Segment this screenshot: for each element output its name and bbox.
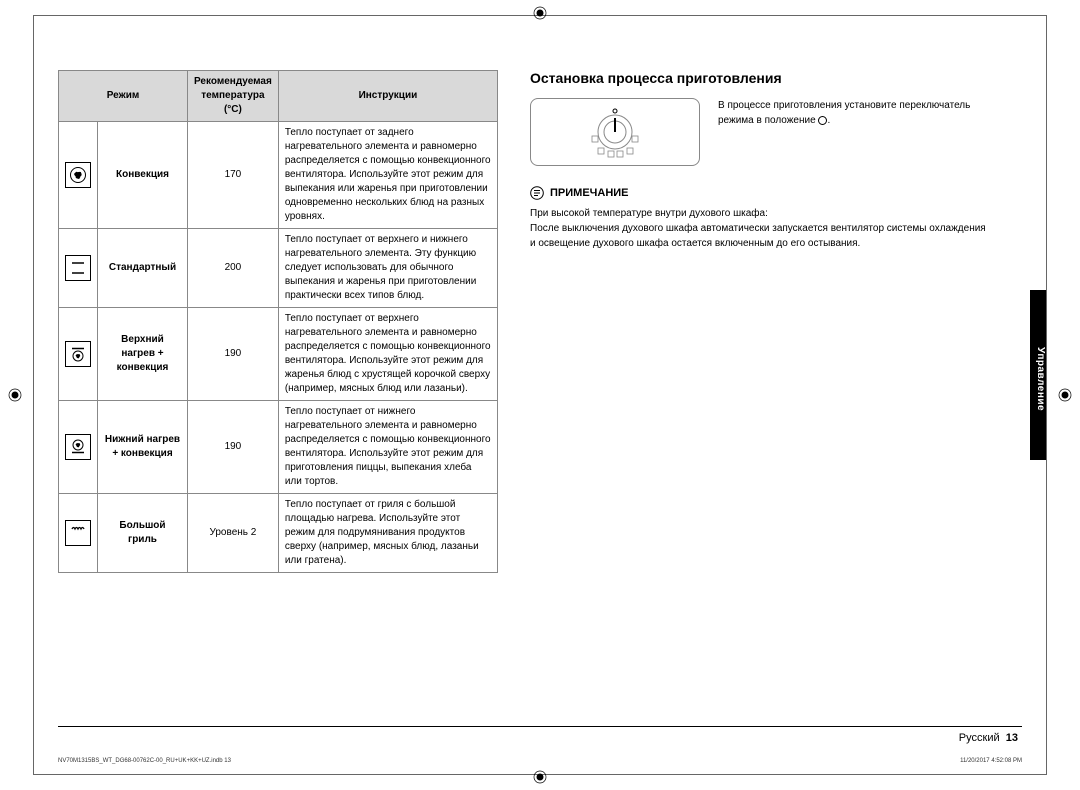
registration-mark-icon	[533, 6, 547, 20]
registration-mark-icon	[1058, 388, 1072, 402]
mode-icon-cell	[59, 494, 98, 573]
stop-text-b: .	[827, 115, 830, 126]
mode-instr: Тепло поступает от нижнего нагревательно…	[278, 401, 497, 494]
convection-icon	[65, 162, 91, 188]
mode-name: Верхний нагрев + конвекция	[98, 308, 188, 401]
table-row: Верхний нагрев + конвекция 190 Тепло пос…	[59, 308, 498, 401]
top-convection-icon	[65, 341, 91, 367]
table-row: Большой гриль Уровень 2 Тепло поступает …	[59, 494, 498, 573]
registration-mark-icon	[533, 770, 547, 784]
mode-temp: 200	[188, 229, 279, 308]
stop-text: В процессе приготовления установите пере…	[718, 98, 992, 128]
mode-name: Стандартный	[98, 229, 188, 308]
footer-page: 13	[1006, 732, 1018, 744]
left-column: Режим Рекомендуемая температура (°C) Инс…	[58, 70, 498, 760]
right-column: Остановка процесса приготовления В пр	[530, 70, 1022, 760]
mode-temp: 170	[188, 122, 279, 229]
footer-lang: Русский	[959, 732, 1000, 744]
modes-table: Режим Рекомендуемая температура (°C) Инс…	[58, 70, 498, 573]
large-grill-icon	[65, 520, 91, 546]
conventional-icon	[65, 255, 91, 281]
note-label: ПРИМЕЧАНИЕ	[550, 187, 629, 199]
mode-name: Нижний нагрев + конвекция	[98, 401, 188, 494]
content-columns: Режим Рекомендуемая температура (°C) Инс…	[58, 70, 1022, 760]
mode-instr: Тепло поступает от верхнего и нижнего на…	[278, 229, 497, 308]
th-temp: Рекомендуемая температура (°C)	[188, 71, 279, 122]
note-body: При высокой температуре внутри духового …	[530, 206, 992, 251]
table-row: Конвекция 170 Тепло поступает от заднего…	[59, 122, 498, 229]
mode-icon-cell	[59, 308, 98, 401]
note-line: После выключения духового шкафа автомати…	[530, 221, 992, 251]
section-title: Остановка процесса приготовления	[530, 70, 992, 86]
note-icon	[530, 186, 544, 200]
mode-temp: 190	[188, 401, 279, 494]
th-mode: Режим	[59, 71, 188, 122]
mode-name: Конвекция	[98, 122, 188, 229]
mode-instr: Тепло поступает от верхнего нагревательн…	[278, 308, 497, 401]
th-instr: Инструкции	[278, 71, 497, 122]
stop-text-a: В процессе приготовления установите пере…	[718, 100, 970, 126]
mode-temp: 190	[188, 308, 279, 401]
footer-rule	[58, 726, 1022, 727]
mode-name: Большой гриль	[98, 494, 188, 573]
dial-icon	[587, 104, 643, 160]
mode-icon-cell	[59, 122, 98, 229]
stop-row: В процессе приготовления установите пере…	[530, 98, 992, 166]
mode-icon-cell	[59, 229, 98, 308]
note-line: При высокой температуре внутри духового …	[530, 206, 992, 221]
print-footer-left: NV70M1315BS_WT_DG68-00762C-00_RU+UK+KK+U…	[58, 758, 231, 764]
registration-mark-icon	[8, 388, 22, 402]
mode-temp: Уровень 2	[188, 494, 279, 573]
note-heading: ПРИМЕЧАНИЕ	[530, 186, 992, 200]
mode-instr: Тепло поступает от заднего нагревательно…	[278, 122, 497, 229]
mode-icon-cell	[59, 401, 98, 494]
table-row: Стандартный 200 Тепло поступает от верхн…	[59, 229, 498, 308]
print-footer-right: 11/20/2017 4:52:08 PM	[960, 758, 1022, 764]
table-row: Нижний нагрев + конвекция 190 Тепло пост…	[59, 401, 498, 494]
mode-instr: Тепло поступает от гриля с большой площа…	[278, 494, 497, 573]
dial-illustration	[530, 98, 700, 166]
bottom-convection-icon	[65, 434, 91, 460]
side-tab: Управление	[1030, 290, 1046, 460]
footer-text: Русский 13	[959, 732, 1018, 744]
